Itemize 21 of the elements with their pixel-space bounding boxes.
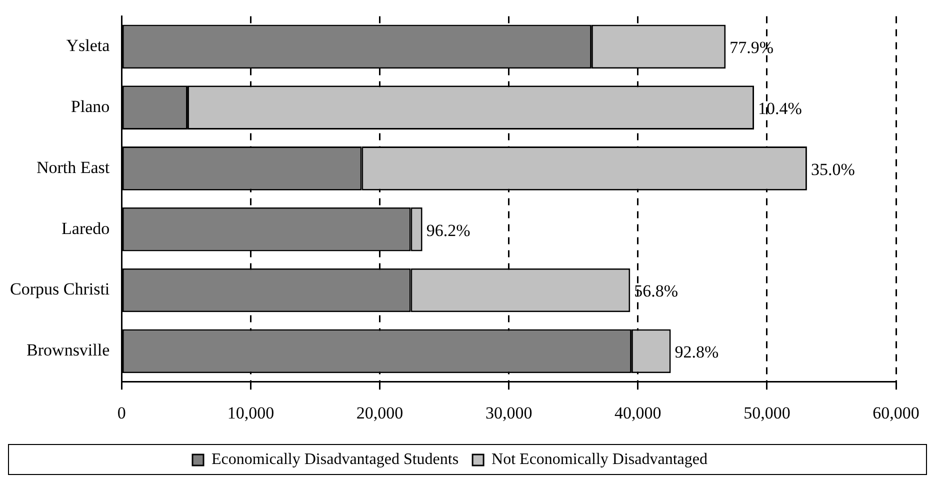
annotation: 10.4% — [758, 99, 802, 118]
x-tick-label: 30,000 — [485, 403, 532, 422]
x-tick-label: 0 — [117, 403, 126, 422]
annotation: 35.0% — [810, 160, 855, 179]
y-tick-label: Plano — [70, 97, 110, 116]
x-tick-label: 40,000 — [614, 403, 662, 422]
legend-label: Economically Disadvantaged Students — [212, 451, 459, 468]
y-tick-label: Laredo — [62, 218, 110, 238]
x-tick-label: 20,000 — [356, 403, 404, 422]
legend-label: Not Economically Disadvantaged — [492, 451, 708, 468]
annotation: 96.2% — [426, 220, 470, 240]
x-tick-label: 10,000 — [227, 403, 274, 422]
y-tick-label: Corpus Christi — [10, 280, 110, 299]
y-tick-label: North East — [36, 158, 110, 177]
annotation: 77.9% — [730, 38, 774, 58]
y-tick-label: Brownsville — [26, 340, 110, 360]
x-tick-label: 50,000 — [744, 403, 790, 422]
x-tick-label: 60,000 — [872, 403, 920, 422]
annotation: 56.8% — [634, 282, 678, 301]
y-tick-label: Ysleta — [66, 36, 110, 56]
annotation: 92.8% — [674, 342, 719, 362]
